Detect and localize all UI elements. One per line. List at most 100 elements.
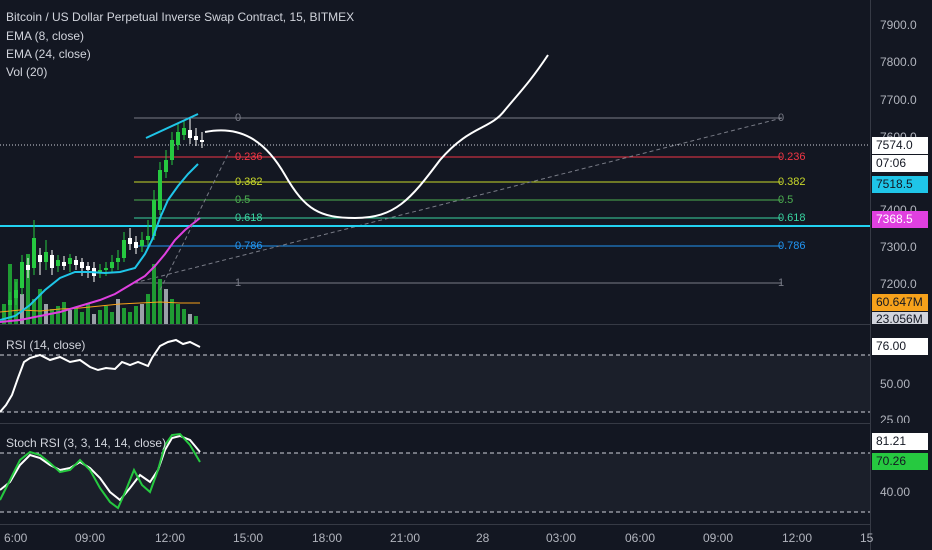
candle-body [44,252,48,262]
volume-bar [68,310,72,324]
ema-8-tag: 7518.5 [872,176,928,193]
candle-body [14,290,18,298]
candle-body [104,268,108,270]
candle-body [122,240,126,258]
fib-label-618-right: 0.618 [778,212,806,224]
price-tick: 7200.0 [880,277,917,291]
volume-bar [98,310,102,324]
stoch-d-tag: 70.26 [872,453,928,470]
fib-label-382: 0.382 [235,176,263,188]
rsi-legend[interactable]: RSI (14, close) [6,338,86,352]
volume-bar [62,302,66,324]
candle-body [176,132,180,145]
candle-body [20,262,24,288]
ema-8-line [0,163,199,321]
candle-body [146,236,150,240]
candle-body [140,240,144,246]
rsi-pane [0,338,870,413]
fib-label-0-right: 0 [778,112,785,124]
price-tick: 7700.0 [880,93,917,107]
candle-body [74,260,78,265]
candle-body [56,260,60,266]
candle-body [80,262,84,268]
volume-bar [176,304,180,324]
ema-8-legend[interactable]: EMA (8, close) [6,29,85,43]
time-tick: 12:00 [782,531,813,545]
fib-label-236-right: 0.236 [778,151,806,163]
fib-label-618: 0.618 [235,212,263,224]
support-price-tag: 7368.5 [872,211,928,228]
time-tick: 18:00 [312,531,343,545]
fib-label-236: 0.236 [235,151,263,163]
price-chart-canvas[interactable] [0,0,870,550]
volume-ma-line [0,301,200,313]
rsi-mid-tick: 50.00 [880,377,911,391]
volume-bar [134,306,138,324]
volume-bar [152,264,156,324]
ema-24-legend[interactable]: EMA (24, close) [6,47,91,61]
volume-ma-tag: 60.647M [872,294,928,311]
candle-body [50,255,54,268]
stoch-rsi-legend[interactable]: Stoch RSI (3, 3, 14, 14, close) [6,436,167,450]
candle-body [8,300,12,305]
chart-title: Bitcoin / US Dollar Perpetual Inverse Sw… [6,10,355,24]
volume-bar [86,304,90,324]
volume-bar [164,289,168,324]
price-tick: 7800.0 [880,55,917,69]
price-tick: 7300.0 [880,240,917,254]
stoch-d-line [0,434,201,502]
fib-label-0: 0 [235,112,242,124]
time-tick: 09:00 [703,531,734,545]
time-axis[interactable] [0,525,870,550]
volume-bar [20,294,24,324]
price-tick: 7900.0 [880,18,917,32]
volume-bar [122,308,126,324]
candle-body [182,128,186,135]
volume-bar [140,304,144,324]
volume-bar [116,299,120,324]
candle-body [188,130,192,138]
candle-body [194,136,198,140]
candle-body [200,140,204,142]
volume-bar [182,309,186,324]
ema-24-line [0,217,201,323]
fib-retracement[interactable] [133,117,783,284]
candle-body [68,258,72,264]
candle-body [26,265,30,270]
volume-bar [56,306,60,324]
candle-body [158,170,162,210]
candle-body [110,262,114,268]
rsi-lower-tick: 25.00 [880,413,911,423]
rsi-line [0,338,201,413]
candle-body [86,266,90,270]
time-tick: 28 [476,531,490,545]
stoch-rsi-pane [0,432,870,513]
volume-bar [26,254,30,324]
time-tick: 15 [860,531,874,545]
fib-label-786: 0.786 [235,240,263,252]
volume-bar [194,316,198,324]
bar-countdown-tag: 07:06 [872,155,928,172]
volume-bar [146,294,150,324]
volume-legend[interactable]: Vol (20) [6,65,48,79]
projection-curve[interactable] [204,54,549,220]
volume-bar [32,299,36,324]
time-tick: 15:00 [233,531,264,545]
stoch-mid-tick: 40.00 [880,485,911,499]
fib-label-1-right: 1 [778,277,785,289]
volume-bar [104,306,108,324]
volume-bar [92,314,96,324]
fib-label-1: 1 [235,277,242,289]
candle-body [164,160,168,172]
candle-body [152,200,156,236]
volume-last-tag: 23.056M [872,312,928,324]
candle-body [128,238,132,244]
trend-line[interactable] [145,113,199,139]
channel-line[interactable] [159,149,231,291]
time-tick: 06:00 [625,531,656,545]
volume-bar [38,289,42,324]
candle-body [32,238,36,268]
time-tick: 09:00 [75,531,106,545]
candle-body [134,242,138,248]
